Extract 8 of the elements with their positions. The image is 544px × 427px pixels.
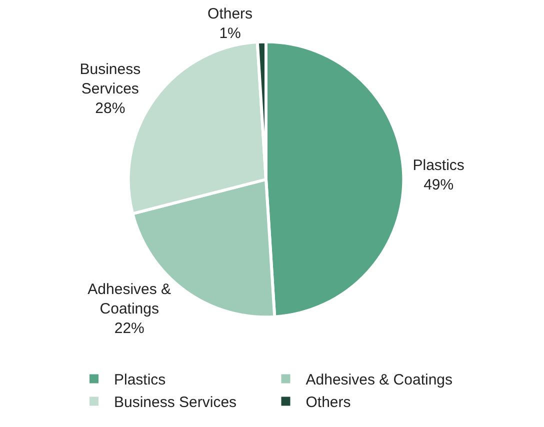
data-label: Adhesives & Coatings 22%: [88, 281, 172, 338]
data-label: Others 1%: [208, 5, 253, 42]
data-label: Business Services 28%: [80, 60, 141, 117]
legend-label: Business Services: [114, 394, 237, 412]
legend-label: Others: [306, 394, 351, 412]
legend-label: Adhesives & Coatings: [306, 372, 452, 389]
data-label: Plastics 49%: [412, 156, 464, 194]
legend-label: Plastics: [114, 372, 166, 389]
